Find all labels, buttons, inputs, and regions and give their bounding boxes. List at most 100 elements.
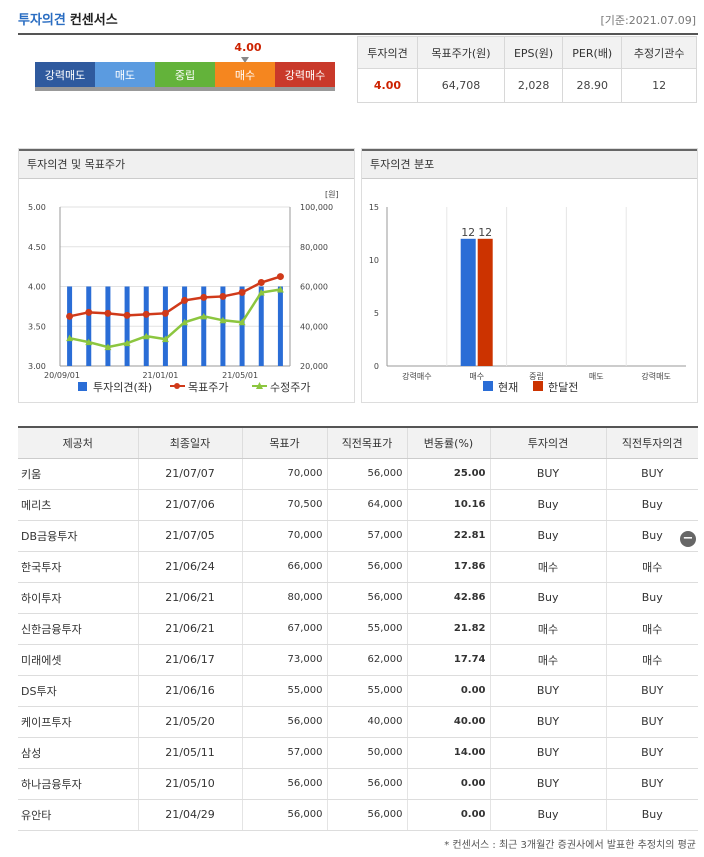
legend-label: 현재 bbox=[498, 381, 518, 394]
table-cell: 70,000 bbox=[241, 458, 327, 490]
summary-header: PER(배) bbox=[562, 36, 623, 69]
table-cell: 0.00 bbox=[406, 675, 490, 707]
table-cell: BUY bbox=[489, 706, 606, 738]
table-cell: 22.81 bbox=[406, 520, 490, 552]
opinion-bar bbox=[239, 286, 245, 366]
x-tick-label: 21/01/01 bbox=[142, 371, 178, 380]
table-cell: 55,000 bbox=[241, 675, 327, 707]
opinion-bar bbox=[220, 286, 226, 366]
table-cell: 21/06/21 bbox=[137, 582, 242, 614]
footnote: * 컨센서스 : 최근 3개월간 증권사에서 발표한 추정치의 평균 bbox=[444, 840, 696, 851]
table-cell: 신한금융투자 bbox=[18, 613, 138, 645]
legend-swatch bbox=[256, 382, 263, 389]
table-cell: 하이투자 bbox=[18, 582, 138, 614]
table-cell: 유안타 bbox=[18, 799, 138, 831]
opinion-bar bbox=[182, 286, 188, 366]
opinion-bar bbox=[67, 286, 73, 366]
table-cell: Buy bbox=[605, 489, 698, 521]
current-bar bbox=[460, 238, 476, 366]
table-row: 하나금융투자 21/05/10 56,000 56,000 0.00 BUY BUY bbox=[18, 768, 698, 800]
table-cell: 55,000 bbox=[326, 613, 407, 645]
x-tick-label: 강력매수 bbox=[402, 371, 431, 381]
table-cell: 70,000 bbox=[241, 520, 327, 552]
opinion-scale: 강력매도 매도 중립 매수 강력매수 bbox=[35, 62, 335, 87]
y-left-tick-label: 4.00 bbox=[28, 283, 46, 292]
adjusted-price-point bbox=[200, 312, 208, 320]
table-cell: 삼성 bbox=[18, 737, 138, 769]
adjusted-price-point bbox=[257, 288, 265, 296]
adjusted-price-point bbox=[181, 318, 189, 326]
table-cell: 17.86 bbox=[406, 551, 490, 583]
table-cell: DB금융투자 bbox=[18, 520, 138, 552]
y-right-tick-label: 100,000 bbox=[300, 203, 333, 212]
table-cell: 14.00 bbox=[406, 737, 490, 769]
y-right-unit: [원] bbox=[325, 190, 339, 199]
data-label: 12 bbox=[478, 226, 492, 239]
table-cell: 매수 bbox=[605, 551, 698, 583]
summary-value: 4.00 bbox=[357, 68, 418, 103]
table-cell: Buy bbox=[489, 489, 606, 521]
table-cell: BUY bbox=[605, 458, 698, 490]
table-cell: 57,000 bbox=[241, 737, 327, 769]
opinion-scale-shadow bbox=[35, 87, 335, 91]
table-cell: 56,000 bbox=[326, 582, 407, 614]
adjusted-price-point bbox=[276, 285, 284, 293]
table-cell: 55,000 bbox=[326, 675, 407, 707]
opinion-bar bbox=[86, 286, 92, 366]
y-tick-label: 0 bbox=[374, 362, 379, 371]
table-cell: 21/06/21 bbox=[137, 613, 242, 645]
table-cell: 매수 bbox=[605, 644, 698, 676]
table-cell: 0.00 bbox=[406, 768, 490, 800]
table-cell: 42.86 bbox=[406, 582, 490, 614]
y-tick-label: 10 bbox=[369, 256, 379, 265]
target-price-point bbox=[200, 293, 208, 301]
table-cell: BUY bbox=[489, 675, 606, 707]
legend-label: 투자의견(좌) bbox=[93, 381, 152, 394]
chart-panel-opinion-price: 투자의견 및 목표주가 bbox=[18, 148, 355, 403]
table-cell: 40,000 bbox=[326, 706, 407, 738]
summary-header: 투자의견 bbox=[357, 36, 418, 69]
table-row: 한국투자 21/06/24 66,000 56,000 17.86 매수 매수 bbox=[18, 551, 698, 583]
table-header: 목표가 bbox=[241, 426, 327, 459]
table-cell: 케이프투자 bbox=[18, 706, 138, 738]
table-header: 변동률(%) bbox=[406, 426, 490, 459]
target-price-point bbox=[238, 288, 246, 296]
y-right-tick-label: 80,000 bbox=[300, 243, 328, 252]
table-cell: Buy bbox=[489, 582, 606, 614]
summary-header: EPS(원) bbox=[503, 36, 564, 69]
opinion-bar bbox=[162, 286, 168, 366]
x-tick-label: 강력매도 bbox=[641, 371, 670, 381]
table-cell: 64,000 bbox=[326, 489, 407, 521]
adjusted-price-point bbox=[238, 318, 246, 326]
opinion-bar bbox=[277, 286, 283, 366]
table-header: 투자의견 bbox=[489, 426, 606, 459]
table-cell: 매수 bbox=[489, 613, 606, 645]
x-tick-label: 중립 bbox=[529, 372, 544, 381]
table-cell: 메리츠 bbox=[18, 489, 138, 521]
opinion-bar bbox=[258, 286, 264, 366]
table-cell: BUY bbox=[489, 458, 606, 490]
y-tick-label: 5 bbox=[374, 309, 379, 318]
table-cell: 21/04/29 bbox=[137, 799, 242, 831]
summary-header: 목표주가(원) bbox=[416, 36, 505, 69]
table-cell: 25.00 bbox=[406, 458, 490, 490]
table-cell: Buy bbox=[489, 520, 606, 552]
table-cell: 17.74 bbox=[406, 644, 490, 676]
adjusted-price-line bbox=[69, 288, 281, 349]
target-price-point bbox=[142, 310, 150, 318]
minus-circle-icon[interactable]: − bbox=[680, 531, 696, 547]
y-right-tick-label: 60,000 bbox=[300, 283, 328, 292]
table-cell: 21/07/05 bbox=[137, 520, 242, 552]
x-tick-label: 매도 bbox=[589, 372, 604, 381]
table-cell: Buy bbox=[605, 582, 698, 614]
table-cell: Buy bbox=[489, 799, 606, 831]
table-cell: 56,000 bbox=[241, 768, 327, 800]
opinion-segment: 매수 bbox=[215, 62, 275, 87]
legend-swatch bbox=[78, 382, 87, 391]
table-cell: BUY bbox=[489, 768, 606, 800]
consensus-summary-table: 투자의견 목표주가(원) EPS(원) PER(배) 추정기관수 4.00 64,708 2… bbox=[357, 36, 697, 103]
table-cell: 57,000 bbox=[326, 520, 407, 552]
table-row: 하이투자 21/06/21 80,000 56,000 42.86 Buy Buy bbox=[18, 582, 698, 614]
table-cell: 80,000 bbox=[241, 582, 327, 614]
opinion-score: 4.00 bbox=[234, 41, 262, 54]
